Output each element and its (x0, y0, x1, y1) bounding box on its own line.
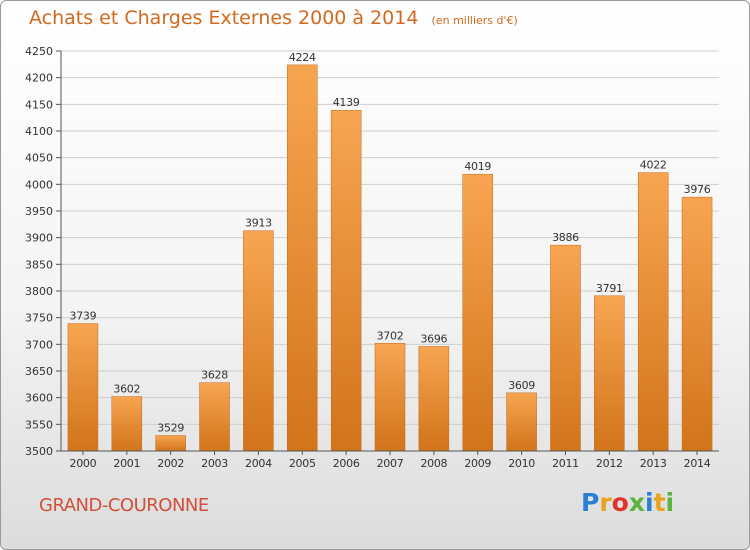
y-tick-label: 4250 (25, 45, 53, 58)
x-tick-label: 2001 (113, 457, 140, 470)
bar (374, 343, 406, 452)
logo-letter: t (653, 488, 666, 517)
bar (111, 396, 143, 452)
y-tick-label: 3950 (25, 205, 53, 218)
x-tick-label: 2013 (640, 457, 667, 470)
bar-value-label: 3628 (201, 369, 228, 382)
y-tick-label: 3900 (25, 232, 53, 245)
bar (243, 230, 274, 452)
bar-value-label: 3913 (245, 217, 272, 230)
y-tick-label: 3850 (25, 258, 53, 271)
x-tick-label: 2003 (201, 457, 228, 470)
logo-letter: i (665, 488, 675, 517)
x-tick-label: 2009 (464, 457, 491, 470)
x-tick-label: 2008 (420, 457, 447, 470)
bar (155, 435, 186, 452)
chart-header: Achats et Charges Externes 2000 à 2014 (… (29, 7, 518, 29)
bar (462, 173, 493, 452)
city-name: GRAND-COURONNE (39, 495, 209, 516)
bar (67, 323, 99, 452)
logo-letter: r (599, 488, 612, 517)
x-tick-label: 2011 (552, 457, 579, 470)
x-tick-label: 2012 (596, 457, 623, 470)
logo-letter: x (628, 488, 645, 517)
y-tick-label: 3550 (25, 418, 53, 431)
logo-letter: P (581, 488, 600, 517)
x-axis: 2000 2001 2002 2003 2004 2005 2006 2007 2008 2009… (61, 450, 719, 470)
bar-value-label: 3976 (684, 183, 711, 196)
bar-value-label: 4022 (640, 159, 667, 172)
bar (506, 392, 537, 452)
logo-letter: o (611, 488, 629, 517)
logo-letter: i (645, 488, 654, 517)
bar-value-label: 4139 (333, 96, 360, 109)
y-tick-label: 3800 (25, 285, 53, 298)
bar-value-label: 3602 (113, 383, 140, 396)
x-tick-label: 2007 (377, 457, 404, 470)
bar-value-label: 3791 (596, 282, 623, 295)
bar-value-label: 3696 (420, 332, 447, 345)
x-tick-label: 2005 (289, 457, 316, 470)
bar (681, 196, 713, 452)
chart-unit: (en milliers d'€) (431, 14, 518, 27)
x-tick-label: 2000 (70, 457, 97, 470)
bar-value-label: 3886 (552, 231, 579, 244)
x-tick-label: 2010 (508, 457, 535, 470)
y-tick-label: 4150 (25, 98, 53, 111)
bar-value-label: 4019 (464, 160, 491, 173)
bar (550, 244, 581, 452)
y-tick-label: 3700 (25, 338, 53, 351)
bar (199, 382, 230, 452)
y-tick-label: 4100 (25, 125, 53, 138)
x-tick-label: 2006 (333, 457, 360, 470)
y-axis: 3500 3550 3600 3650 3700 3750 3800 3850 3900 3950… (25, 45, 62, 458)
y-tick-label: 3650 (25, 365, 53, 378)
x-tick-label: 2004 (245, 457, 272, 470)
y-tick-label: 4200 (25, 72, 53, 85)
x-tick-label: 2002 (157, 457, 184, 470)
bar (637, 172, 669, 452)
y-tick-label: 4050 (25, 152, 53, 165)
proxiti-logo[interactable]: Proxiti (581, 488, 674, 517)
bar (418, 346, 450, 452)
chart-title: Achats et Charges Externes 2000 à 2014 (29, 7, 419, 29)
y-tick-label: 3600 (25, 392, 53, 405)
bar-value-label: 3609 (508, 379, 535, 392)
bar-value-label: 3739 (70, 310, 97, 323)
bar (594, 295, 625, 452)
x-tick-label: 2014 (684, 457, 711, 470)
bar-value-label: 4224 (289, 51, 316, 64)
bars: 3739 3602 3529 3628 3913 4224 4139 3702 3696 4019… (67, 51, 713, 452)
bar-value-label: 3529 (157, 422, 184, 435)
bar (287, 64, 318, 452)
y-tick-label: 4000 (25, 178, 53, 191)
y-tick-label: 3500 (25, 445, 53, 458)
y-tick-label: 3750 (25, 312, 53, 325)
bar (330, 109, 362, 452)
bar-value-label: 3702 (377, 329, 404, 342)
